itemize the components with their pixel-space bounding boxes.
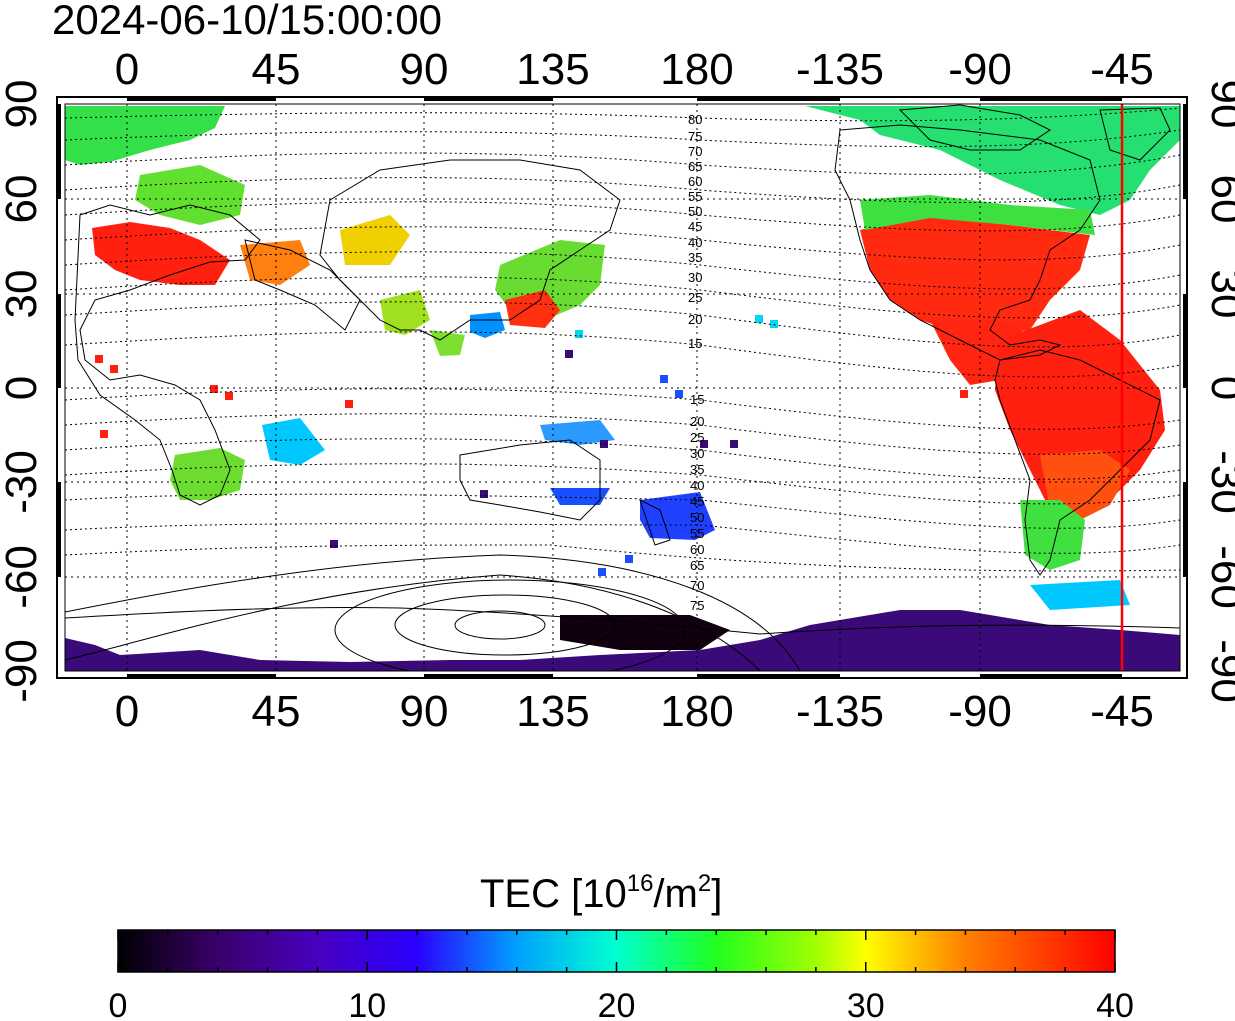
dip-contour-labels: 8075706560555045403530252015152025303540…	[688, 112, 704, 613]
y-axis-left-label: 90	[0, 80, 46, 129]
colorbar-tick-label: 20	[598, 987, 636, 1021]
y-axis-right-label: -90	[1202, 639, 1235, 703]
dip-contour-label: 15	[690, 392, 704, 407]
x-axis-bottom-label: 180	[660, 687, 733, 736]
y-axis-right-labels: 90 60 30 0 -30 -60 -90	[1202, 80, 1235, 703]
y-axis-left-labels: 90 60 30 0 -30 -60 -90	[0, 80, 46, 703]
coastlines	[65, 104, 1180, 635]
y-axis-left-label: -60	[0, 545, 46, 609]
x-axis-top-label: -135	[796, 45, 884, 94]
dip-contour-label: 80	[688, 112, 702, 127]
y-axis-left-label: 0	[0, 376, 46, 400]
x-axis-bottom-label: 90	[400, 687, 449, 736]
x-axis-top-label: -90	[948, 45, 1012, 94]
x-axis-top-label: 135	[516, 45, 589, 94]
x-axis-top-labels: 0 45 90 135 180 -135 -90 -45	[115, 45, 1154, 94]
colorbar-tick-label: 40	[1096, 987, 1134, 1021]
colorbar-title: TEC [1016/m2]	[480, 870, 722, 916]
dip-contour-label: 25	[690, 430, 704, 445]
dip-contour-label: 30	[688, 270, 702, 285]
dip-contour-label: 40	[690, 478, 704, 493]
x-axis-top-label: 45	[252, 45, 301, 94]
dip-contour-label: 45	[688, 219, 702, 234]
y-axis-left-label: 60	[0, 175, 46, 224]
y-axis-right-label: -30	[1202, 450, 1235, 514]
colorbar-tick-labels: 0 10 20 30 40	[109, 987, 1134, 1021]
dip-contour-label: 25	[688, 290, 702, 305]
dip-contour-label: 20	[688, 312, 702, 327]
dip-latitude-contours	[65, 107, 1180, 572]
dip-contour-label: 75	[688, 129, 702, 144]
colorbar-tick-label: 0	[109, 987, 128, 1021]
dip-contour-label: 55	[688, 189, 702, 204]
y-axis-left-label: -90	[0, 639, 46, 703]
frame-tick-bars	[57, 97, 1187, 678]
y-axis-right-label: 90	[1202, 80, 1235, 129]
x-axis-top-label: 180	[660, 45, 733, 94]
x-axis-bottom-label: -45	[1090, 687, 1154, 736]
dip-contour-label: 60	[688, 174, 702, 189]
dip-contour-label: 65	[690, 558, 704, 573]
x-axis-top-label: -45	[1090, 45, 1154, 94]
colorbar-tick-label: 10	[348, 987, 386, 1021]
dip-contour-label: 55	[690, 526, 704, 541]
dip-contour-label: 50	[688, 204, 702, 219]
x-axis-top-label: 90	[400, 45, 449, 94]
dip-contour-label: 30	[690, 446, 704, 461]
y-axis-left-label: 30	[0, 270, 46, 319]
dip-contour-label: 35	[690, 462, 704, 477]
y-axis-right-label: 0	[1202, 376, 1235, 400]
x-axis-bottom-label: -135	[796, 687, 884, 736]
dip-contour-label: 45	[690, 494, 704, 509]
x-axis-bottom-label: -90	[948, 687, 1012, 736]
x-axis-bottom-label: 135	[516, 687, 589, 736]
tec-data-layer	[65, 106, 1180, 671]
dip-contour-label: 70	[688, 144, 702, 159]
dip-contour-label: 65	[688, 159, 702, 174]
dip-contour-label: 60	[690, 542, 704, 557]
colorbar-ticks	[117, 930, 1116, 972]
y-axis-right-label: 30	[1202, 270, 1235, 319]
map-grid	[65, 104, 1180, 671]
dip-contour-label: 15	[688, 336, 702, 351]
dip-contour-label: 20	[690, 414, 704, 429]
x-axis-bottom-label: 45	[252, 687, 301, 736]
dip-contour-label: 35	[688, 250, 702, 265]
colorbar-tick-label: 30	[847, 987, 885, 1021]
x-axis-top-label: 0	[115, 45, 139, 94]
y-axis-left-label: -30	[0, 450, 46, 514]
x-axis-bottom-label: 0	[115, 687, 139, 736]
dip-contour-label: 50	[690, 510, 704, 525]
dip-contour-label: 70	[690, 578, 704, 593]
x-axis-bottom-labels: 0 45 90 135 180 -135 -90 -45	[115, 687, 1154, 736]
dip-contour-label: 75	[690, 598, 704, 613]
y-axis-right-label: 60	[1202, 175, 1235, 224]
y-axis-right-label: -60	[1202, 545, 1235, 609]
map-title: 2024-06-10/15:00:00	[52, 0, 442, 43]
dip-contour-label: 40	[688, 235, 702, 250]
